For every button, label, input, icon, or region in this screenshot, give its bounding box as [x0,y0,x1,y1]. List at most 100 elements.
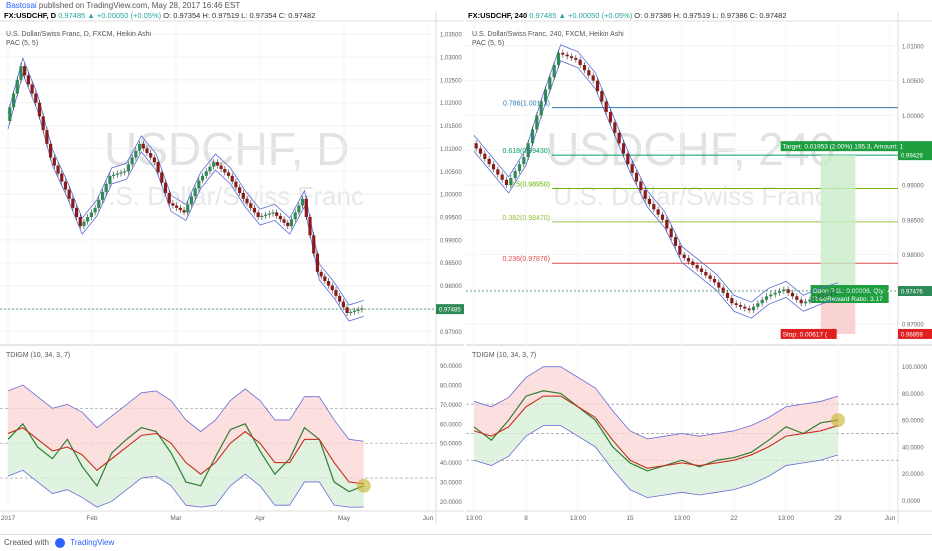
author-link[interactable]: Bastosai [6,1,37,10]
candle-body [595,80,600,92]
osc-signal-line-green [473,390,839,472]
candle-body [278,215,282,220]
right-oscillator-title[interactable]: TDIGM (10, 34, 3, 7) [472,352,537,359]
last-price-box [898,286,932,297]
candle-body [271,212,275,214]
candle-body [834,290,838,293]
osc-tick-label: 40.0000 [440,461,462,467]
left-indicator-label[interactable]: PAC (5, 5) [6,40,39,47]
price-tick-label: 1.00000 [902,114,924,120]
candle-body [574,58,578,60]
price-tick-label: 1.01500 [440,124,462,130]
candle-body [604,101,608,112]
time-tick-label: 13:00 [570,515,587,522]
osc-tick-label: 80.0000 [902,392,924,398]
candle-body [167,193,171,204]
candle-body [345,307,349,313]
candle-body [691,261,695,265]
candle-body [123,171,127,173]
candle-body [163,182,168,193]
time-tick-label: 13:00 [674,515,691,522]
last-price-label: 0.97485 [439,308,461,314]
candle-body [543,89,548,102]
time-tick-label: Jun [423,515,434,522]
candle-body [812,298,816,300]
target-label: Target: 0.01953 (2.00%) 195.3, Amount: 1 [783,144,904,151]
left-ohlc: O: 0.97354 H: 0.97519 L: 0.97354 C: 0.97… [163,11,316,20]
candle-body [660,214,665,220]
left-chart-svg[interactable]: USDCHF, D U.S. Dollar/Swiss Franc 1.03500 1… [0,11,464,524]
candle-body [249,203,253,208]
candle-body [326,281,331,286]
candle-body [699,268,704,272]
right-chart-svg[interactable]: USDCHF, 240 U.S. Dollar/Swiss Franc 1.0100… [466,11,932,524]
candle-body [223,169,227,173]
candle-body [513,171,517,179]
candle-body [712,278,717,283]
candle-body [267,213,271,215]
candle-body [60,173,64,182]
candle-body [97,199,101,208]
candle-body [617,132,621,144]
watermark-symbol: USDCHF, D [104,123,349,175]
candle-body [312,235,316,254]
time-tick-label: 2017 [1,515,16,522]
price-tick-label: 1.01000 [440,147,462,153]
fib-level-label: 0.786(1.00113) [503,101,550,108]
left-oscillator-title[interactable]: TDIGM (10, 34, 3, 7) [6,352,71,359]
price-tick-label: 1.02000 [440,101,462,107]
candle-body [108,175,112,184]
candle-body [491,164,496,170]
candle-body [226,172,231,176]
candle-body [569,56,574,59]
candle-body [15,79,19,94]
candle-body [319,271,323,277]
candle-body [356,309,360,311]
osc-tick-label: 20.0000 [440,500,462,506]
candle-body [149,153,153,158]
candle-body [341,301,345,308]
tradingview-link[interactable]: TradingView [70,538,115,547]
right-indicator-label[interactable]: PAC (5, 5) [472,40,505,47]
candle-body [665,219,669,229]
candle-body [725,292,730,299]
price-tick-label: 0.98500 [440,261,462,267]
osc-upper-bound-line [7,384,364,442]
osc-tick-label: 0.0000 [902,499,921,505]
candle-body [734,303,738,305]
candle-body [821,294,825,297]
left-symbol[interactable]: FX:USDCHF, D [4,11,57,20]
pl-line2: Risk/Reward Ratio: 3.17 [813,296,883,303]
right-symbol[interactable]: FX:USDCHF, 240 [468,11,528,20]
candle-body [186,204,190,213]
candle-body [178,207,182,211]
highlight-marker [831,413,845,428]
created-with-label: Created with [4,538,49,547]
candle-body [308,217,312,236]
candle-body [152,157,156,163]
osc-tick-label: 60.0000 [902,419,924,425]
candle-body [230,175,234,182]
osc-midline [7,427,364,485]
candle-body [587,70,591,76]
price-tick-label: 1.03500 [440,33,462,39]
candle-body [26,75,30,85]
right-quote-line: FX:USDCHF, 240 0.97485 ▲ +0.00050 (+0.05… [468,11,787,21]
candle-body [245,198,249,204]
left-quote-line: FX:USDCHF, D 0.97485 ▲ +0.00050 (+0.05%)… [4,11,315,21]
candle-body [829,292,834,294]
candle-body [297,205,301,213]
candle-body [67,189,71,199]
candle-body [608,111,613,123]
watermark-symbol: USDCHF, 240 [546,123,835,175]
candle-body [212,162,216,167]
watermark-name: U.S. Dollar/Swiss Franc [89,181,364,211]
candle-body [652,204,656,210]
price-tick-label: 0.98500 [902,218,924,224]
candle-body [656,209,660,215]
candle-body [82,221,86,227]
time-tick-label: Jun [885,515,896,522]
osc-midline [473,395,839,469]
price-tick-label: 0.99500 [440,216,462,222]
candle-body [591,75,595,81]
